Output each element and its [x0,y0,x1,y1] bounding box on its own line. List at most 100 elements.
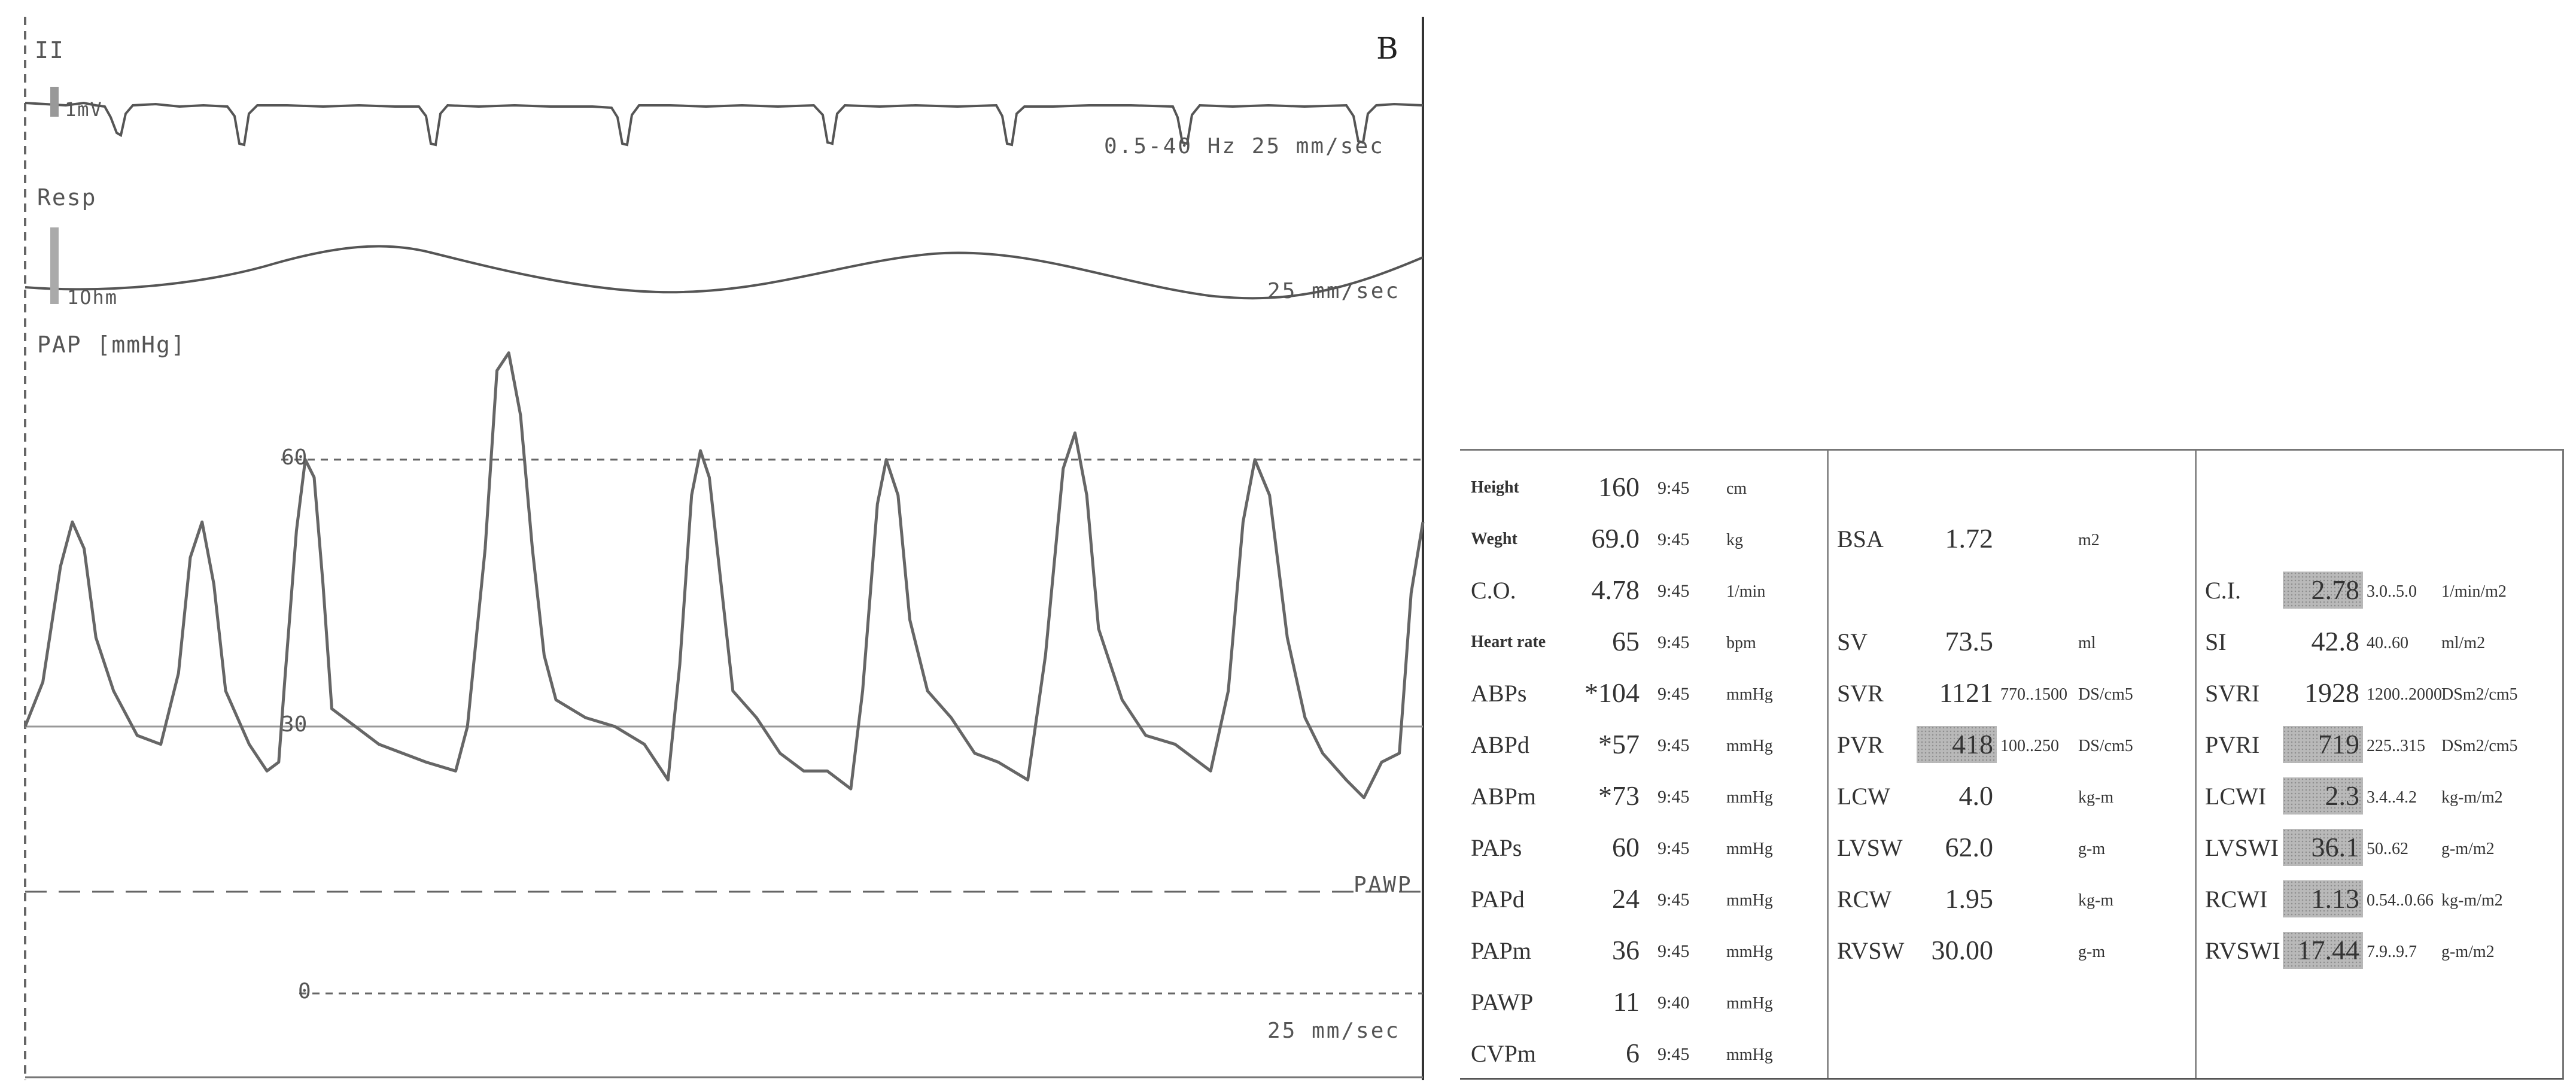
table-row: RCWI 1.13 0.54..0.66 kg-m/m2 [2198,874,2557,926]
ecg-lead-label: II [35,37,65,63]
row-label: SV [1837,628,1868,655]
row-unit: DSm2/cm5 [2441,737,2518,755]
pawp-marker: PAWP [1354,873,1413,897]
row-value: 418 [1917,726,1997,763]
row-time: 9:45 [1657,530,1690,549]
row-time: 9:45 [1657,633,1690,652]
table-row: Weght 69.0 9:45 kg [1460,514,1819,566]
table-row: LCW 4.0 kg-m [1830,771,2189,823]
row-value: 2.3 [2283,777,2363,815]
row-label: PVRI [2205,731,2260,758]
row-label: LVSW [1837,834,1903,861]
row-unit: DS/cm5 [2078,685,2133,704]
resp-label: Resp [37,184,97,211]
resp-calibration-bar [50,227,59,304]
row-label: PAWP [1471,989,1534,1016]
pap-speed: 25 mm/sec [1267,1019,1401,1043]
row-unit: mmHg [1726,943,1773,961]
ecg-scale-label: 1mV [65,98,103,121]
row-value: *73 [1598,780,1640,811]
table-row: ABPm *73 9:45 mmHg [1460,771,1819,823]
pap-trace [23,351,1425,800]
row-value: 65 [1612,626,1640,657]
axis-tick-30: 30 [281,712,308,737]
table-row: RCW 1.95 kg-m [1830,874,2189,926]
table-row: PAWP 11 9:40 mmHg [1460,977,1819,1029]
table-row: Heart rate 65 9:45 bpm [1460,617,1819,668]
table-row: C.O. 4.78 9:45 1/min [1460,566,1819,617]
row-unit: kg-m/m2 [2441,788,2503,807]
table-row: C.I. 2.78 3.0..5.0 1/min/m2 [2198,566,2557,617]
resp-speed: 25 mm/sec [1267,279,1401,303]
row-range: 50..62 [2367,840,2408,858]
column-divider-1 [1827,451,1829,1078]
row-unit: kg-m [2078,891,2114,910]
row-label: RCW [1837,886,1892,913]
row-time: 9:45 [1657,736,1690,755]
row-time: 9:45 [1657,684,1690,704]
row-unit: DS/cm5 [2078,737,2133,755]
row-value: 1121 [1939,677,1993,708]
table-row: SI 42.8 40..60 ml/m2 [2198,617,2557,668]
row-label: SVR [1837,680,1884,707]
row-time: 9:40 [1657,993,1690,1013]
row-label: PAPm [1471,937,1531,964]
row-value: 36.1 [2283,829,2363,866]
row-label: LCWI [2205,783,2267,810]
panel-letter: B [1376,31,1398,66]
table-row: SVRI 1928 1200..2000 DSm2/cm5 [2198,668,2557,720]
table-row: PVR 418 100..250 DS/cm5 [1830,720,2189,771]
row-time: 9:45 [1657,890,1690,910]
axis-tick-0: 0 [298,979,311,1004]
row-value: 719 [2283,726,2363,763]
row-label: LVSWI [2205,834,2279,861]
ecg-calibration-bar [50,87,59,117]
table-row: LVSWI 36.1 50..62 g-m/m2 [2198,823,2557,874]
row-unit: 1/min/m2 [2441,582,2507,601]
row-unit: mmHg [1726,685,1773,704]
table-row: Height 160 9:45 cm [1460,463,1819,514]
row-unit: DSm2/cm5 [2441,685,2518,704]
row-label: C.O. [1471,577,1516,604]
row-unit: m2 [2078,531,2100,549]
row-value: 73.5 [1945,626,1994,657]
row-range: 100..250 [2000,737,2059,755]
table-row: PAPs 60 9:45 mmHg [1460,823,1819,874]
table-row: LVSW 62.0 g-m [1830,823,2189,874]
row-value: 4.0 [1958,780,1994,811]
hemodynamic-table: Height 160 9:45 cm Weght 69.0 9:45 kg C.O. 4.78 9:… [1460,449,2564,1080]
row-unit: g-m [2078,943,2106,961]
row-label: C.I. [2205,577,2241,604]
row-value: 1.95 [1945,883,1994,914]
row-time: 9:45 [1657,581,1690,601]
row-value: 60 [1612,832,1640,862]
row-unit: g-m [2078,840,2106,858]
table-row: RVSWI 17.44 7.9..9.7 g-m/m2 [2198,926,2557,977]
row-value: 62.0 [1945,832,1994,862]
row-value: 17.44 [2283,932,2363,969]
row-unit: 1/min [1726,582,1766,601]
waveform-panel: II 1mV B 0.5-40 Hz 25 mm/sec Resp 1Ohm 2… [23,17,1425,1080]
row-label: CVPm [1471,1040,1536,1067]
row-unit: g-m/m2 [2441,943,2495,961]
row-unit: kg-m [2078,788,2114,807]
row-value: 4.78 [1591,575,1640,605]
row-unit: mmHg [1726,840,1773,858]
table-row: LCWI 2.3 3.4..4.2 kg-m/m2 [2198,771,2557,823]
row-unit: kg-m/m2 [2441,891,2503,910]
table-row: ABPd *57 9:45 mmHg [1460,720,1819,771]
row-label: LCW [1837,783,1890,810]
row-unit: mmHg [1726,788,1773,807]
row-range: 3.4..4.2 [2367,788,2417,807]
row-label: RCWI [2205,886,2268,913]
axis-tick-60: 60 [281,445,308,470]
row-label: ABPd [1471,731,1529,758]
row-label: BSA [1837,525,1884,552]
row-unit: mmHg [1726,891,1773,910]
pap-label: PAP [mmHg] [37,332,186,358]
resp-scale-label: 1Ohm [67,286,118,309]
row-value: 11 [1613,986,1640,1017]
row-time: 9:45 [1657,941,1690,961]
row-range: 225..315 [2367,737,2425,755]
row-unit: g-m/m2 [2441,840,2495,858]
